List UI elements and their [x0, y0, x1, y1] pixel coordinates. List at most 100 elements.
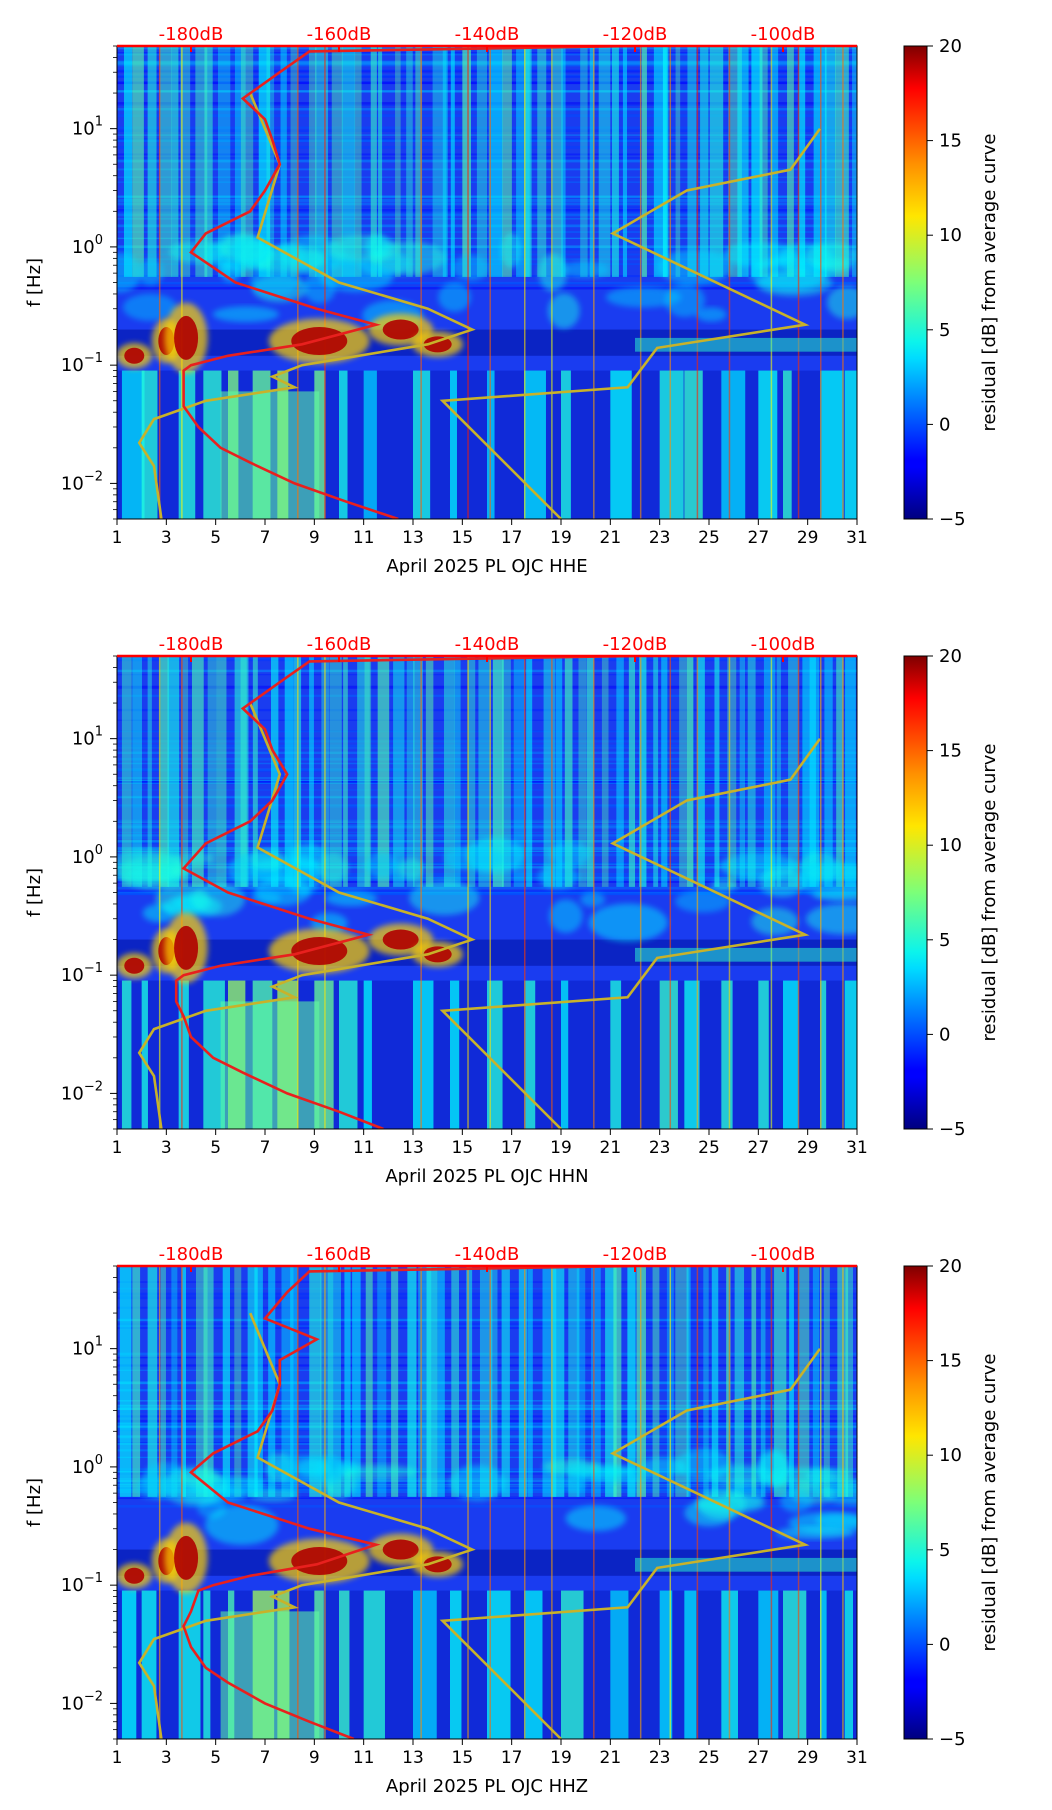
top-axis-label: -120dB: [603, 1244, 668, 1265]
heatmap-column: [339, 1590, 350, 1739]
heatmap-band: [117, 879, 857, 881]
heatmap-streak: [568, 1266, 580, 1497]
heatmap-band: [117, 694, 857, 697]
heatmap-column: [363, 980, 372, 1129]
heatmap-spike: [593, 46, 595, 519]
heatmap-streak: [687, 46, 697, 277]
heatmap-spike: [842, 656, 844, 1129]
heatmap-band: [117, 90, 857, 92]
colorbar-label: residual [dB] from average curve: [979, 743, 1000, 1041]
heatmap-streak: [132, 656, 142, 887]
heatmap-streak: [836, 656, 844, 887]
x-tick-label: 1: [112, 1138, 123, 1158]
psd-average-curve: [182, 1266, 636, 1739]
heatmap-streak: [167, 656, 180, 887]
y-tick-label: 10−1: [61, 351, 103, 376]
heatmap-streak: [171, 1266, 178, 1497]
heatmap-haze: [563, 1461, 593, 1478]
heatmap-band: [117, 52, 857, 54]
heatmap-streak: [734, 1266, 745, 1497]
heatmap-streak: [639, 656, 647, 887]
colorbar-tick-label: 5: [939, 1540, 950, 1561]
heatmap-column: [524, 980, 536, 1129]
heatmap-streak: [661, 656, 668, 887]
heatmap-band: [117, 789, 857, 791]
y-axis-label: f [Hz]: [24, 868, 45, 917]
heatmap-streak: [354, 46, 362, 277]
x-axis-label: April 2025 PL OJC HHE: [386, 556, 587, 577]
heatmap-streak: [443, 656, 456, 887]
top-axis-label: -180dB: [159, 634, 224, 655]
heatmap-spike: [524, 46, 526, 519]
heatmap-spike: [181, 46, 183, 519]
colorbar-gradient: [904, 656, 927, 1129]
heatmap-haze: [409, 880, 480, 916]
x-tick-label: 11: [353, 1138, 375, 1158]
x-tick-label: 11: [353, 1748, 375, 1768]
heatmap-column: [141, 1590, 157, 1739]
y-tick-label: 10−1: [61, 1571, 103, 1596]
heatmap-band: [117, 206, 857, 208]
heatmap-streak: [686, 656, 694, 887]
heatmap-haze: [289, 843, 327, 869]
heatmap-streak: [492, 656, 504, 887]
y-tick-label: 100: [72, 1453, 103, 1478]
heatmap-streak: [502, 46, 512, 277]
heatmap-streak: [377, 656, 390, 887]
heatmap-haze: [180, 1470, 220, 1486]
x-tick-label: 17: [501, 1138, 523, 1158]
x-tick-label: 17: [501, 1748, 523, 1768]
heatmap-band: [117, 1442, 857, 1444]
heatmap-band: [117, 719, 857, 721]
heatmap-band: [117, 157, 857, 159]
heatmap-streak: [121, 656, 132, 887]
heatmap-band: [117, 1356, 857, 1359]
heatmap-band: [117, 210, 857, 213]
heatmap-streak: [564, 656, 573, 887]
heatmap-streak: [159, 46, 172, 277]
heatmap: [117, 1266, 857, 1739]
heatmap-column: [844, 980, 857, 1129]
heatmap-band: [117, 129, 857, 132]
heatmap-haze: [191, 881, 246, 917]
heatmap-streak: [580, 46, 588, 277]
heatmap-column: [610, 980, 622, 1129]
heatmap-streak: [788, 656, 799, 887]
y-tick-base: 10: [72, 237, 95, 258]
y-tick-base: 10: [61, 1575, 84, 1596]
heatmap-spike: [551, 46, 553, 519]
heatmap-streak: [352, 1266, 361, 1497]
heatmap-hotspot: [382, 1539, 419, 1560]
heatmap-spike: [297, 46, 299, 519]
heatmap-streak: [407, 1266, 417, 1497]
heatmap-streak: [234, 656, 249, 887]
heatmap-band: [117, 876, 857, 879]
x-tick-label: 27: [748, 1138, 770, 1158]
colorbar-tick-label: 5: [939, 930, 950, 951]
heatmap-streak: [809, 656, 820, 887]
colorbar-tick-label: 5: [939, 320, 950, 341]
heatmap-spike: [158, 1266, 161, 1739]
heatmap-streak: [774, 1266, 787, 1497]
heatmap-haze: [365, 852, 399, 879]
heatmap-haze: [805, 903, 857, 935]
colorbar-tick-label: 15: [939, 131, 962, 152]
heatmap-band: [117, 114, 857, 118]
heatmap-haze: [537, 864, 579, 890]
heatmap-band: [117, 751, 857, 755]
x-tick-label: 23: [649, 528, 671, 548]
heatmap-streak: [501, 1266, 510, 1497]
heatmap-band: [117, 1436, 857, 1439]
heatmap-column: [413, 1590, 437, 1739]
heatmap-haze: [538, 253, 568, 292]
heatmap-column: [450, 370, 457, 519]
heatmap-column: [721, 980, 733, 1129]
colorbar-tick-label: 15: [939, 1351, 962, 1372]
heatmap-band: [117, 737, 857, 740]
heatmap-haze: [365, 234, 391, 258]
x-tick-label: 3: [161, 528, 172, 548]
heatmap-haze: [501, 232, 522, 268]
heatmap-streak: [763, 656, 776, 887]
heatmap-column: [121, 980, 132, 1129]
